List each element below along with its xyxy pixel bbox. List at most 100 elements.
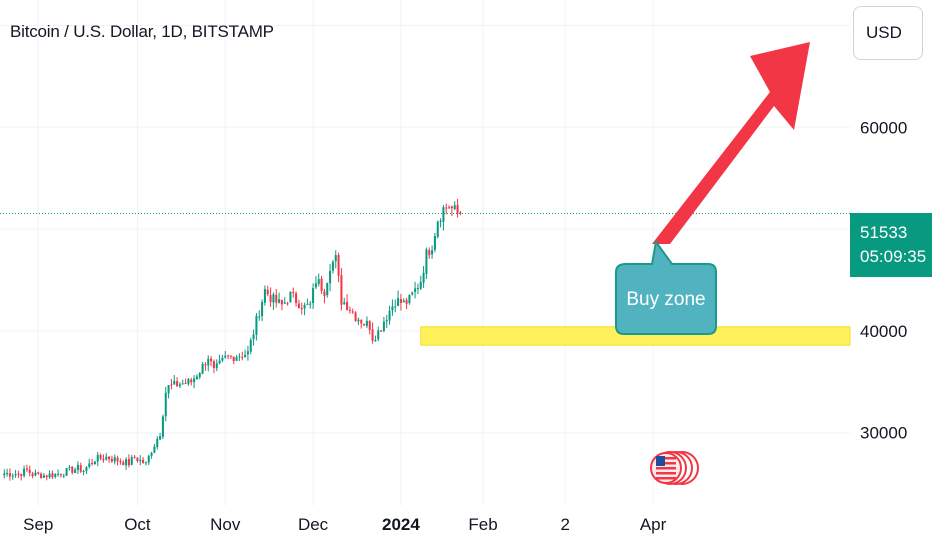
candle-body bbox=[295, 293, 298, 303]
candle-body bbox=[388, 310, 391, 321]
candle-body bbox=[193, 378, 196, 383]
candle-body bbox=[320, 278, 323, 291]
candle-body bbox=[448, 207, 451, 209]
candle-body bbox=[210, 358, 213, 362]
y-tick-label: 40000 bbox=[860, 322, 907, 341]
last-price-tag: 51533 05:09:35 bbox=[850, 213, 932, 277]
candle-body bbox=[201, 363, 204, 374]
candle-body bbox=[306, 304, 309, 306]
candle-body bbox=[96, 454, 99, 462]
candle-body bbox=[439, 220, 442, 222]
x-tick-label: Nov bbox=[210, 515, 241, 534]
flag-canton bbox=[656, 456, 665, 466]
candle-body bbox=[11, 475, 14, 477]
candle-body bbox=[261, 302, 264, 317]
candle-body bbox=[269, 295, 272, 303]
candle-body bbox=[385, 320, 388, 322]
candle-body bbox=[382, 321, 385, 331]
candle-body bbox=[170, 384, 173, 386]
candle-body bbox=[190, 379, 193, 383]
candle-body bbox=[453, 205, 456, 210]
candle-body bbox=[212, 361, 215, 368]
candle-body bbox=[405, 299, 408, 304]
candle-body bbox=[354, 312, 357, 321]
candle-body bbox=[82, 470, 85, 472]
candle-body bbox=[297, 303, 300, 309]
candle-body bbox=[119, 461, 122, 463]
x-tick-label: Sep bbox=[23, 515, 53, 534]
candle-body bbox=[150, 452, 153, 456]
candle-body bbox=[147, 455, 150, 463]
candle-body bbox=[235, 357, 238, 361]
candle-body bbox=[394, 306, 397, 308]
candle-body bbox=[374, 340, 377, 342]
candle-body bbox=[331, 261, 334, 271]
candle-body bbox=[54, 473, 57, 477]
candle-body bbox=[14, 474, 17, 476]
candle-body bbox=[218, 360, 221, 364]
candle-body bbox=[136, 457, 139, 461]
candle-body bbox=[419, 281, 422, 289]
candle-body bbox=[59, 474, 62, 476]
candle-body bbox=[351, 311, 354, 313]
candle-body bbox=[283, 302, 286, 304]
candle-body bbox=[227, 355, 230, 357]
candle-body bbox=[127, 458, 130, 466]
candle-body bbox=[20, 473, 23, 476]
candle-body bbox=[116, 457, 119, 462]
candle-body bbox=[408, 295, 411, 304]
candle-body bbox=[337, 255, 340, 276]
candle-body bbox=[167, 385, 170, 394]
candle-body bbox=[249, 339, 252, 352]
candle-body bbox=[25, 468, 28, 470]
candle-body bbox=[414, 288, 417, 292]
candle-body bbox=[99, 455, 102, 459]
candle-body bbox=[323, 291, 326, 296]
candle-body bbox=[6, 473, 9, 475]
x-tick-label: 2024 bbox=[382, 515, 420, 534]
candle-body bbox=[71, 466, 74, 473]
candle-body bbox=[204, 364, 207, 366]
y-tick-label: 60000 bbox=[860, 118, 907, 137]
candle-body bbox=[416, 288, 419, 290]
candle-body bbox=[37, 472, 40, 474]
candle-body bbox=[195, 376, 198, 380]
candle-body bbox=[164, 392, 167, 417]
candle-body bbox=[159, 436, 162, 440]
candle-body bbox=[309, 303, 312, 305]
candle-body bbox=[139, 459, 142, 462]
buy-zone-callout bbox=[615, 239, 717, 335]
candle-body bbox=[108, 456, 111, 460]
candle-body bbox=[402, 300, 405, 303]
trend-arrow-icon bbox=[652, 42, 810, 244]
x-tick-label: Dec bbox=[298, 515, 329, 534]
last-price-value: 51533 bbox=[860, 223, 908, 242]
candle-body bbox=[74, 469, 77, 474]
candle-body bbox=[286, 303, 289, 305]
candle-body bbox=[329, 271, 332, 284]
candle-body bbox=[144, 462, 147, 464]
candle-body bbox=[360, 319, 363, 324]
candle-body bbox=[130, 457, 133, 465]
candle-body bbox=[93, 461, 96, 465]
candle-body bbox=[161, 416, 164, 437]
y-tick-label: 30000 bbox=[860, 424, 907, 443]
candle-body bbox=[252, 334, 255, 340]
candle-body bbox=[450, 206, 453, 209]
buy-zone-callout-text: Buy zone bbox=[626, 289, 705, 310]
candle-body bbox=[377, 330, 380, 340]
candle-body bbox=[198, 373, 201, 378]
flag-stripe bbox=[656, 467, 676, 470]
candle-body bbox=[459, 212, 462, 214]
candle-body bbox=[371, 329, 374, 341]
candle-body bbox=[34, 472, 37, 476]
candle-body bbox=[334, 255, 337, 262]
candle-body bbox=[215, 363, 218, 369]
candle-body bbox=[428, 250, 431, 256]
currency-button[interactable]: USD bbox=[853, 6, 923, 60]
candle-body bbox=[91, 462, 94, 464]
candle-body bbox=[48, 473, 51, 478]
candle-body bbox=[23, 468, 26, 476]
